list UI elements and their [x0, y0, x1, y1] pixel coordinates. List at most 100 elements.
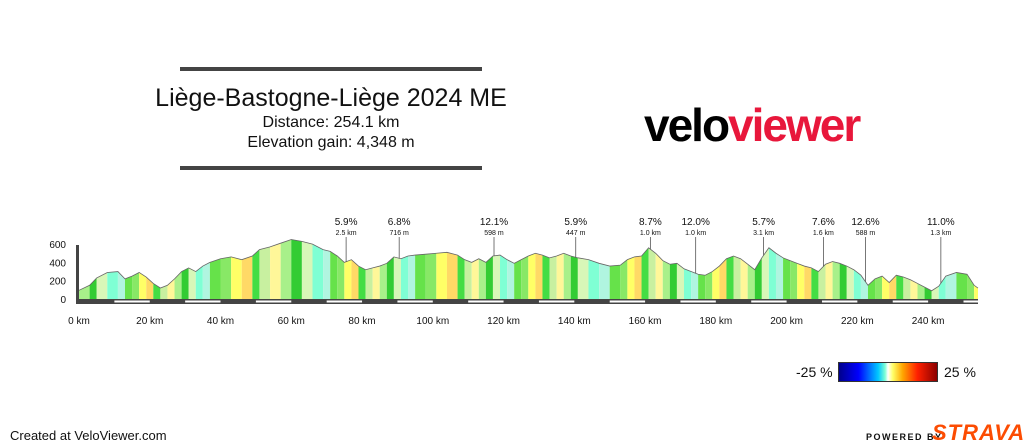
y-axis	[76, 245, 79, 299]
distance-band-stripe	[468, 300, 504, 303]
x-tick-label: 200 km	[770, 316, 803, 327]
y-tick-label: 0	[60, 295, 66, 306]
profile-segment	[931, 286, 939, 299]
powered-by-text: POWERED BY	[866, 432, 943, 442]
profile-segment	[400, 255, 409, 299]
profile-segment	[500, 255, 508, 299]
profile-segment	[478, 258, 486, 299]
distance-band-stripe	[185, 300, 221, 303]
x-tick-label: 120 km	[487, 316, 520, 327]
profile-segment	[747, 264, 755, 299]
profile-segment	[648, 247, 656, 299]
profile-segment	[726, 255, 734, 299]
profile-segment	[542, 255, 550, 299]
profile-segment	[436, 252, 447, 299]
climb-length-label: 598 m	[484, 230, 504, 237]
profile-segment	[160, 285, 168, 299]
climb-grade-label: 5.9%	[335, 217, 358, 228]
climb-grade-label: 12.0%	[681, 217, 709, 228]
profile-outline	[78, 239, 979, 292]
profile-segment	[754, 257, 762, 299]
elevation-stat: Elevation gain: 4,348 m	[247, 134, 415, 151]
gradient-legend-bar	[838, 362, 938, 382]
profile-segment	[733, 255, 741, 299]
profile-segment	[609, 265, 621, 299]
profile-segment	[811, 267, 819, 299]
profile-segment	[425, 253, 437, 299]
distance-band-stripe	[609, 300, 646, 303]
profile-segment	[270, 243, 281, 299]
x-tick-label: 20 km	[136, 316, 163, 327]
profile-segment	[768, 247, 776, 299]
profile-segment	[146, 277, 154, 299]
title-top-rule	[180, 67, 482, 71]
x-tick-label: 100 km	[416, 316, 449, 327]
profile-segment	[195, 266, 203, 299]
profile-segment	[832, 261, 840, 299]
distance-band-stripe	[538, 300, 575, 303]
profile-segment	[174, 271, 182, 299]
profile-segment	[691, 271, 699, 299]
veloviewer-logo: veloviewer	[644, 98, 861, 152]
profile-segment	[669, 263, 677, 299]
profile-segment	[379, 263, 387, 299]
profile-segment	[577, 257, 589, 299]
profile-segment	[676, 263, 684, 299]
profile-segment	[89, 277, 97, 299]
profile-segment	[620, 259, 628, 299]
profile-segment	[896, 275, 904, 299]
profile-segment	[492, 255, 501, 299]
profile-segment	[903, 277, 911, 299]
profile-segment	[882, 276, 890, 299]
climb-length-label: 3.1 km	[753, 230, 774, 237]
profile-segment	[698, 274, 706, 299]
profile-segment	[775, 253, 784, 299]
profile-segment	[365, 267, 373, 299]
profile-segment	[79, 285, 90, 299]
profile-segment	[588, 259, 600, 299]
profile-segment	[627, 256, 635, 299]
profile-segment	[846, 266, 854, 299]
profile-segment	[107, 271, 118, 299]
profile-segment	[839, 263, 847, 299]
profile-segment	[790, 260, 798, 299]
distance-band	[76, 299, 978, 304]
profile-segment	[945, 272, 957, 299]
climb-length-label: 1.0 km	[685, 230, 706, 237]
profile-segment	[117, 271, 125, 299]
profile-segment	[139, 272, 147, 299]
profile-segment	[967, 274, 975, 299]
distance-band-stripe	[326, 300, 363, 303]
credit-text: Created at VeloViewer.com	[10, 428, 167, 443]
profile-segment	[712, 266, 720, 299]
profile-segment	[393, 256, 401, 299]
x-tick-label: 160 km	[629, 316, 662, 327]
profile-segment	[860, 275, 868, 299]
climb-length-label: 1.6 km	[813, 230, 834, 237]
profile-segment	[280, 239, 292, 299]
x-tick-label: 0 km	[68, 316, 90, 327]
profile-segment	[209, 258, 221, 299]
climb-length-label: 716 m	[389, 230, 409, 237]
profile-segment	[457, 255, 465, 299]
logo-velo: velo	[644, 99, 730, 151]
profile-segment	[220, 256, 232, 299]
climb-grade-label: 7.6%	[812, 217, 835, 228]
profile-segment	[655, 253, 663, 299]
y-tick-label: 200	[49, 277, 66, 288]
x-tick-label: 80 km	[348, 316, 375, 327]
profile-segment	[521, 255, 529, 299]
legend-min-label: -25 %	[796, 364, 833, 380]
x-tick-label: 240 km	[912, 316, 945, 327]
climb-grade-label: 8.7%	[639, 217, 662, 228]
profile-segment	[528, 253, 536, 299]
y-tick-label: 400	[49, 258, 66, 269]
distance-band-stripe	[963, 300, 978, 303]
distance-band-stripe	[680, 300, 716, 303]
climb-length-label: 588 m	[856, 230, 876, 237]
climb-grade-label: 12.1%	[480, 217, 508, 228]
y-tick-label: 600	[49, 240, 66, 251]
profile-segment	[96, 272, 108, 299]
climb-length-label: 1.3 km	[930, 230, 951, 237]
climb-grade-label: 12.6%	[851, 217, 879, 228]
